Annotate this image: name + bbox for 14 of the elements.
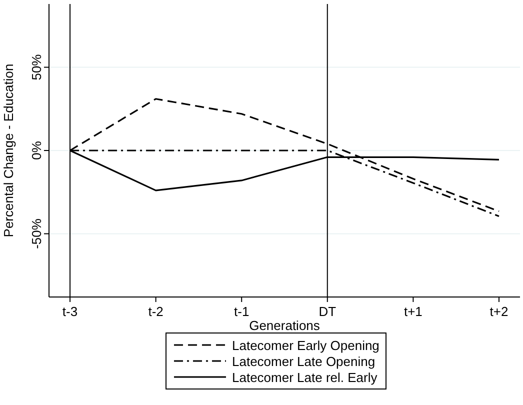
x-tick-label: t+2 — [490, 304, 508, 319]
legend-label: Latecomer Late rel. Early — [232, 370, 378, 385]
legend-label: Latecomer Early Opening — [232, 338, 380, 353]
y-axis-title: Percental Change - Education — [1, 64, 16, 238]
x-tick-label: t-1 — [234, 304, 250, 319]
legend-label: Latecomer Late Opening — [232, 354, 376, 369]
x-tick-label: t+1 — [404, 304, 422, 319]
x-tick-label: t-2 — [148, 304, 164, 319]
y-tick-label: 50% — [29, 54, 44, 80]
x-tick-label: t-3 — [62, 304, 78, 319]
x-tick-label: DT — [318, 304, 336, 319]
y-tick-label: -50% — [29, 218, 44, 249]
y-tick-label: 0% — [29, 140, 44, 160]
x-axis-title: Generations — [249, 318, 320, 333]
